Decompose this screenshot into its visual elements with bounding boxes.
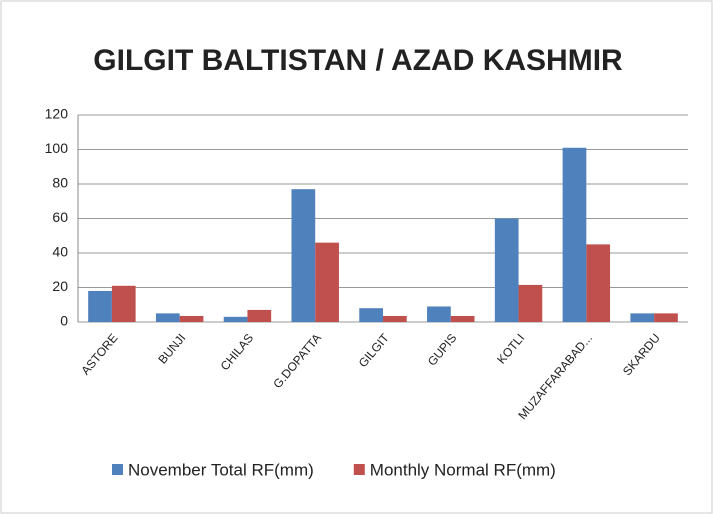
bar bbox=[291, 189, 316, 322]
bar bbox=[654, 313, 678, 322]
y-tick-label: 0 bbox=[60, 313, 68, 329]
bar bbox=[111, 285, 136, 322]
bar bbox=[562, 147, 587, 322]
y-tick-label: 40 bbox=[52, 244, 68, 260]
bar bbox=[359, 308, 383, 322]
legend-swatch bbox=[112, 464, 123, 475]
y-tick-label: 60 bbox=[52, 209, 68, 225]
bar bbox=[630, 313, 655, 322]
legend-swatch bbox=[353, 464, 365, 475]
bar bbox=[88, 290, 112, 322]
legend-label: Monthly Normal RF(mm) bbox=[370, 460, 556, 479]
y-tick-label: 80 bbox=[52, 175, 68, 191]
y-tick-label: 120 bbox=[45, 106, 69, 122]
bar bbox=[383, 315, 407, 322]
bar bbox=[518, 284, 543, 322]
y-tick-label: 20 bbox=[52, 278, 68, 294]
bar bbox=[427, 306, 451, 322]
bar bbox=[494, 218, 519, 322]
chart-title: GILGIT BALTISTAN / AZAD KASHMIR bbox=[93, 44, 623, 77]
bar bbox=[155, 313, 180, 322]
bar bbox=[450, 315, 475, 322]
bar bbox=[315, 242, 339, 322]
bar bbox=[247, 309, 272, 322]
bar bbox=[223, 316, 248, 322]
y-tick-label: 100 bbox=[45, 140, 69, 156]
bar bbox=[179, 315, 204, 322]
bar bbox=[586, 244, 611, 322]
legend-label: November Total RF(mm) bbox=[128, 460, 314, 479]
